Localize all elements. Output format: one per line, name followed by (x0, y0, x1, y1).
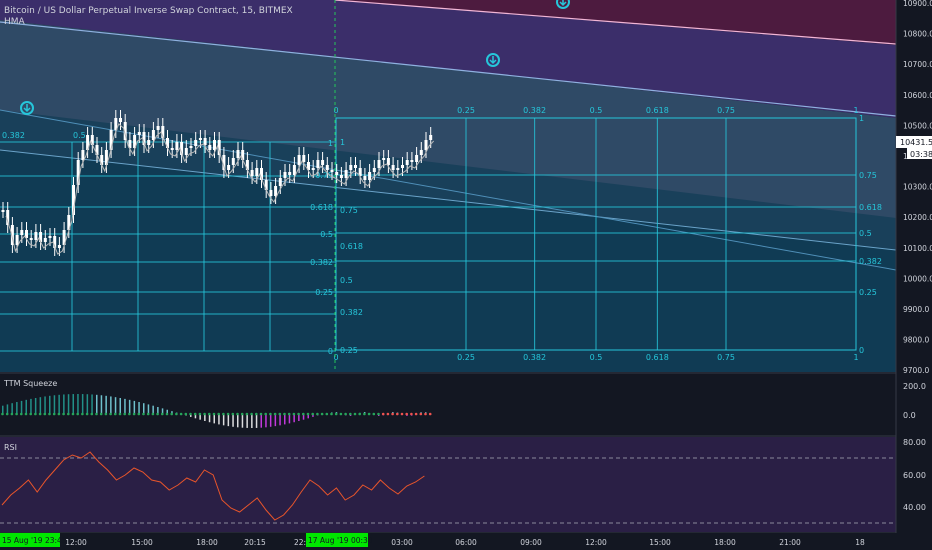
time-tick: 22: (294, 538, 306, 547)
channel-line-top (334, 0, 897, 45)
fib-top-label: 0.25 (457, 106, 475, 115)
fib-level-label: 0.5 (320, 230, 333, 239)
arrow-down-circle-icon[interactable] (20, 101, 34, 115)
price-axis-ticks: 10900.010800.010700.010600.010500.010400… (903, 0, 932, 375)
fib-bottom-label: 0.75 (717, 353, 735, 362)
squeeze-dots (1, 412, 432, 416)
symbol-title[interactable]: Bitcoin / US Dollar Perpetual Inverse Sw… (4, 6, 293, 16)
time-tick: 12:00 (65, 538, 87, 547)
fib-bottom-label: 1 (853, 353, 858, 362)
hma-line (5, 123, 435, 255)
fib-top-label: 0.5 (590, 106, 603, 115)
fib-level-label: 1 (328, 139, 333, 148)
date-badge (0, 533, 60, 547)
price-tick: 10600.0 (903, 91, 932, 100)
time-tick: 21:00 (779, 538, 801, 547)
fib-right-label: 0.5 (859, 229, 872, 238)
arrow-down-circle-icon[interactable] (486, 53, 500, 67)
fib-inner-label: 0.25 (340, 346, 358, 355)
fib-bottom-label: 0.382 (523, 353, 546, 362)
price-tick: 9900.0 (903, 305, 929, 314)
indicator-label[interactable]: HMA (4, 17, 25, 27)
fib-bottom-label: 0.25 (457, 353, 475, 362)
fib-bottom-label: 0.618 (646, 353, 669, 362)
fib-right-label: 0.618 (859, 203, 882, 212)
fib-right-label: 1 (859, 114, 864, 123)
price-tick: 10100.0 (903, 244, 932, 253)
fib-right-label: 0.382 (859, 257, 882, 266)
fib-top-label: 0.382 (523, 106, 546, 115)
last-price-label: 10431.5 (900, 138, 932, 147)
fib-top-label: 0.618 (646, 106, 669, 115)
time-tick: 12:00 (585, 538, 607, 547)
fib-bottom-label: 0.5 (590, 353, 603, 362)
fib-level-label: 0 (328, 347, 333, 356)
price-tick: 10700.0 (903, 60, 932, 69)
fib-right-label: 0 (859, 346, 864, 355)
rsi-title: RSI (4, 443, 17, 452)
squeeze-tick: 0.0 (903, 411, 916, 420)
rsi-line (1, 451, 425, 521)
fib-level-label: 0.618 (310, 203, 333, 212)
fib-level-label: 0.25 (315, 288, 333, 297)
price-tick: 10800.0 (903, 30, 932, 39)
squeeze-tick: 200.0 (903, 382, 926, 391)
price-axis[interactable] (896, 0, 932, 550)
rsi-tick: 60.00 (903, 471, 926, 480)
fib-level-label: 0.5 (73, 131, 86, 140)
time-tick: 18 (855, 538, 865, 547)
fib-inner-label: 0.618 (340, 242, 363, 251)
time-tick: 20:15 (244, 538, 266, 547)
chart-legend: Bitcoin / US Dollar Perpetual Inverse Sw… (4, 6, 293, 28)
fib-level-label: 0.382 (310, 258, 333, 267)
fib-inner-label: 1 (340, 138, 345, 147)
fib-inner-label: 0.382 (340, 308, 363, 317)
squeeze-title: TTM Squeeze (3, 379, 57, 388)
rsi-tick: 40.00 (903, 503, 926, 512)
fib-right-label: 0.25 (859, 288, 877, 297)
arrow-down-circle-icon[interactable] (556, 0, 570, 9)
fib-inner-label: 0.5 (340, 276, 353, 285)
rsi-tick: 80.00 (903, 438, 926, 447)
time-tick: 18:00 (714, 538, 736, 547)
fib-inner-label: 0.75 (340, 206, 358, 215)
squeeze-pane (0, 373, 896, 435)
fib-bottom-label: 0 (333, 353, 338, 362)
fib-level-label: 0.75 (315, 171, 333, 180)
time-tick: 03:00 (391, 538, 413, 547)
time-tick: 15:00 (131, 538, 153, 547)
fib-top-label: 0 (333, 106, 338, 115)
price-tick: 10500.0 (903, 121, 932, 130)
date-badge-label: 17 Aug '19 00:30 (308, 536, 373, 545)
price-tick: 9800.0 (903, 336, 929, 345)
date-badge-label: 15 Aug '19 23:45 (2, 536, 67, 545)
time-tick: 15:00 (649, 538, 671, 547)
time-tick: 18:00 (196, 538, 218, 547)
fib-right-label: 0.75 (859, 171, 877, 180)
time-axis-ticks: 12:00 15:00 18:00 20:15 22: 03:00 06:00 09:00 12… (65, 538, 865, 547)
time-axis[interactable] (0, 533, 932, 550)
channel-line-lower (0, 109, 897, 271)
rsi-pane (0, 437, 896, 532)
date-badge (306, 533, 368, 547)
fib-top-label: 1 (853, 106, 858, 115)
fib-top-label: 0.75 (717, 106, 735, 115)
price-tick: 9700.0 (903, 366, 929, 375)
time-tick: 09:00 (520, 538, 542, 547)
price-tick: 10900.0 (903, 0, 932, 8)
time-tick: 06:00 (455, 538, 477, 547)
fib-grid-right[interactable]: 000.250.250.3820.3820.50.50.6180.6180.75… (333, 106, 881, 362)
channel-line-upper (0, 21, 897, 117)
last-price-badge: 10431.5 03:38 (896, 136, 932, 159)
price-tick: 10200.0 (903, 213, 932, 222)
price-tick: 10300.0 (903, 183, 932, 192)
price-tick: 10000.0 (903, 274, 932, 283)
purple-band (0, 0, 896, 118)
fib-level-label: 0.382 (2, 131, 25, 140)
countdown-label: 03:38 (910, 150, 932, 159)
